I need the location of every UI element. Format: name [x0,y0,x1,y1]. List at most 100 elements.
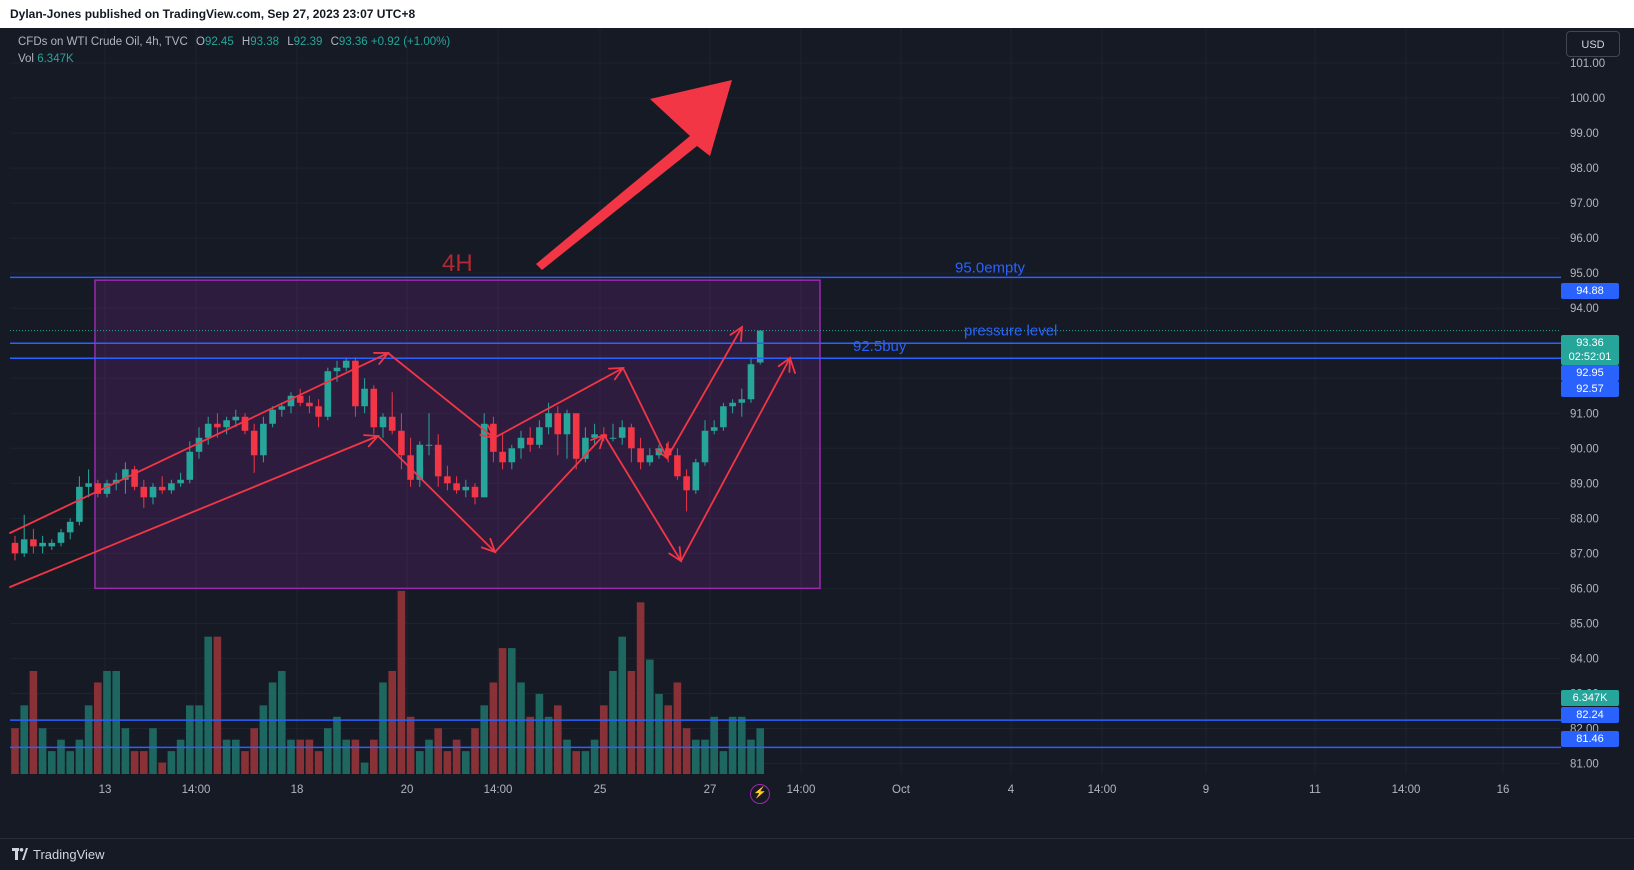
volume-bar [186,705,194,774]
y-tick-label: 99.00 [1570,128,1599,140]
volume-bar [425,739,433,774]
volume-bar [20,705,28,774]
candle-body [462,486,470,491]
price-tag-92-95: 92.95 [1561,365,1619,381]
volume-bar [29,671,38,774]
y-tick-label: 85.00 [1570,618,1599,630]
chart-frame[interactable]: 81.0082.0083.0084.0085.0086.0087.0088.00… [0,28,1634,870]
candle-body [674,455,681,477]
candle-body [76,486,83,522]
volume-bar [701,739,709,774]
x-tick-label: Oct [892,784,911,796]
candle-body [526,437,534,445]
x-tick-label: 27 [704,784,717,796]
candle-body [756,330,764,363]
volume-bar [590,739,599,774]
volume-bar [498,648,507,774]
volume-bar [268,682,277,774]
high-value: 93.38 [250,36,280,48]
range-rectangle [94,279,821,590]
candle-body [517,437,525,449]
vol-label: Vol [18,53,34,65]
candle-body [563,413,571,435]
symbol-title[interactable]: CFDs on WTI Crude Oil, 4h, TVC [18,36,188,48]
x-tick-label: 14:00 [1088,784,1117,796]
price-tag-82-24: 82.24 [1561,707,1619,723]
price-chart[interactable]: 81.0082.0083.0084.0085.0086.0087.0088.00… [0,28,1634,809]
candle-series [11,329,764,561]
candle-body [480,423,488,498]
candle-body [103,483,111,494]
y-tick-label: 84.00 [1570,653,1599,665]
y-tick-label: 101.00 [1570,58,1605,70]
candle-body [57,532,65,543]
arrowhead [729,325,744,342]
zigzag-segment [680,357,791,562]
legend-line-volume: Vol 6.347K [18,51,450,68]
candle-body [609,437,617,439]
candle-body [324,371,332,417]
y-tick-label: 86.00 [1570,583,1599,595]
volume-bar [517,682,525,774]
candle-body [287,395,295,407]
volume-bar [57,739,65,774]
volume-bar [563,739,571,774]
zigzag-segment [603,434,682,562]
candle-body [315,406,322,417]
volume-bar [462,751,470,774]
candle-body [701,430,709,463]
volume-bar [655,693,663,774]
brand-text[interactable]: TradingView [33,847,105,862]
currency-button[interactable]: USD [1566,31,1620,57]
volume-bar [526,716,534,774]
close-value: 93.36 [338,36,368,48]
last-price-tag: 93.36 [1561,335,1619,351]
volume-bar [84,705,93,774]
x-tick-label: 14:00 [484,784,513,796]
volume-bar [103,671,111,774]
candle-body [11,542,19,554]
volume-bar [314,751,323,774]
x-tick-label: 16 [1497,784,1510,796]
volume-bar [38,728,47,774]
candle-body [177,479,184,484]
candle-body [536,427,543,445]
big-up-arrow-icon [536,80,732,270]
volume-bar [158,762,166,774]
candle-body [508,448,516,463]
x-tick-label: 13 [99,784,112,796]
open-label: O [195,36,205,48]
candle-body [241,416,249,431]
volume-bar [646,659,654,774]
lightning-icon[interactable]: ⚡ [750,784,770,804]
candle-body [296,395,304,403]
high-label: H [241,36,251,48]
candle-body [250,430,258,456]
y-tick-label: 90.00 [1570,443,1599,455]
volume-bar [195,705,203,774]
candle-body [223,420,230,428]
zigzag-segment [387,352,495,439]
tradingview-logo-icon[interactable] [12,848,28,860]
candle-body [342,360,350,368]
footer: TradingView [0,838,1634,870]
candle-body [628,427,635,449]
zigzag-segment [789,357,796,374]
volume-bar [535,693,544,774]
volume-bar [351,739,360,774]
candle-body [398,430,405,456]
volume-bar [756,728,764,774]
volume-bar [581,751,590,774]
countdown-tag: 02:52:01 [1561,349,1619,365]
candle-body [39,542,46,547]
volume-bar [140,751,148,774]
candle-body [306,402,313,407]
volume-bar [149,728,157,774]
zigzag-segment [377,435,496,553]
candle-body [618,427,626,438]
volume-bar [213,636,222,774]
vol-value: 6.347K [37,53,74,65]
pressure-level-label: pressure level [964,323,1057,340]
candle-body [94,483,102,494]
volume-bar [719,751,728,774]
